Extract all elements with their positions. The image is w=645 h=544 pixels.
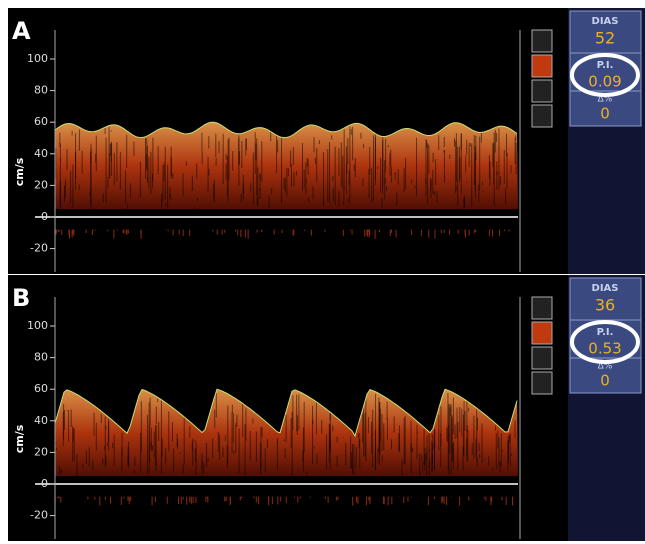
y-tick-label: 80 — [34, 84, 48, 97]
y-tick-label: 80 — [34, 351, 48, 364]
panel-letter: B — [12, 284, 30, 312]
y-tick-label: -20 — [30, 509, 48, 522]
screenshot: 100806040200-20cm/sADIAS52P.I.0.09Δ%0100… — [0, 0, 645, 544]
control-icon — [532, 372, 552, 394]
pi-value: 0.53 — [588, 340, 621, 358]
y-tick-label: 0 — [41, 210, 48, 223]
control-icon — [532, 80, 552, 102]
control-icon — [532, 30, 552, 52]
control-icon — [532, 55, 552, 77]
control-icon — [532, 297, 552, 319]
control-icon — [532, 347, 552, 369]
dias-label: DIAS — [592, 16, 619, 27]
pi-label: P.I. — [597, 60, 614, 71]
control-icon — [532, 322, 552, 344]
delta-value: 0 — [600, 372, 610, 390]
y-tick-label: 0 — [41, 477, 48, 490]
y-tick-label: 40 — [34, 414, 48, 427]
y-tick-label: 20 — [34, 445, 48, 458]
y-tick-label: -20 — [30, 242, 48, 255]
y-tick-label: 100 — [27, 319, 48, 332]
y-tick-label: 100 — [27, 52, 48, 65]
panel-letter: A — [12, 17, 31, 45]
dias-label: DIAS — [592, 283, 619, 294]
axis-label: cm/s — [13, 424, 26, 453]
y-tick-label: 60 — [34, 115, 48, 128]
axis-label: cm/s — [13, 157, 26, 186]
delta-value: 0 — [600, 105, 610, 123]
dias-value: 52 — [595, 29, 615, 48]
y-tick-label: 60 — [34, 382, 48, 395]
pi-value: 0.09 — [588, 73, 621, 91]
y-tick-label: 20 — [34, 178, 48, 191]
control-icon — [532, 105, 552, 127]
y-tick-label: 40 — [34, 147, 48, 160]
dias-value: 36 — [595, 296, 615, 315]
pi-label: P.I. — [597, 327, 614, 338]
